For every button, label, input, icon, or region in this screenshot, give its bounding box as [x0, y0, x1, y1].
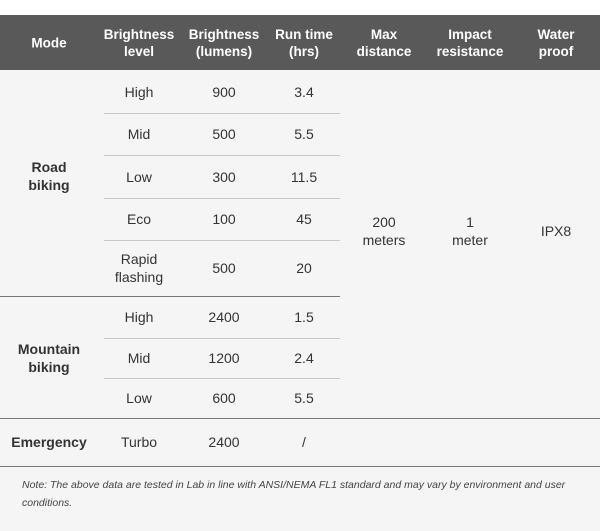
max-distance: 200 meters: [340, 213, 428, 249]
mode-label: Emergency: [0, 433, 98, 451]
run-time: 5.5: [294, 390, 314, 406]
run-time: 11.5: [290, 168, 318, 185]
text-line: flashing: [114, 269, 164, 285]
text-line: Rapid: [120, 251, 158, 267]
text-line: Brightness: [103, 27, 175, 42]
text-line: IPX8: [540, 223, 572, 239]
impact-resistance: 1 meter: [428, 213, 512, 249]
brightness-level: Rapid flashing: [98, 250, 180, 286]
run-time: 20: [296, 260, 312, 276]
table-background: [0, 70, 600, 531]
text-line: Turbo: [120, 434, 158, 450]
text-line: 200: [372, 214, 396, 230]
text-line: meter: [452, 232, 488, 248]
lumens: 100: [212, 211, 236, 227]
row-divider: [0, 296, 340, 297]
header-cell: Mode: [0, 35, 98, 52]
lumens: 600: [212, 390, 236, 406]
text-line: Mountain: [17, 341, 81, 357]
text-line: Road: [31, 159, 67, 175]
row-divider: [104, 378, 340, 379]
text-line: Water: [537, 27, 575, 42]
text-line: resistance: [436, 44, 504, 59]
text-line: biking: [28, 177, 70, 193]
text-line: biking: [28, 359, 70, 375]
mode-label: Mountain biking: [0, 340, 98, 376]
divider: [0, 418, 600, 419]
text-line: Max: [370, 27, 398, 42]
text-line: (hrs): [289, 44, 319, 59]
text-line: High: [124, 83, 154, 100]
header-cell: Run time (hrs): [268, 26, 340, 60]
text-line: proof: [538, 44, 574, 59]
text-line: Brightness: [188, 27, 260, 42]
text-line: Mid: [127, 126, 151, 142]
text-line: Impact: [448, 27, 492, 42]
run-time: 45: [296, 211, 312, 227]
text-line: meters: [362, 232, 406, 248]
header-bar: [0, 15, 600, 70]
waterproof: IPX8: [512, 222, 600, 240]
text-line: Mid: [127, 350, 151, 366]
row-divider: [104, 240, 340, 241]
row-divider: [104, 113, 340, 114]
brightness-level: Low: [98, 168, 180, 186]
brightness-level: Turbo: [98, 433, 180, 451]
brightness-level: High: [98, 83, 180, 101]
brightness-level: Mid: [98, 349, 180, 367]
brightness-level: High: [98, 308, 180, 326]
header-cell: Max distance: [340, 26, 428, 60]
note: Note: The above data are tested in Lab i…: [22, 479, 566, 509]
run-time: 5.5: [294, 126, 314, 142]
header-cell: Water proof: [512, 26, 600, 60]
lumens: 900: [212, 83, 236, 100]
text-line: distance: [356, 44, 412, 59]
text-line: High: [124, 309, 154, 325]
text-line: 1: [466, 214, 474, 230]
text-line: Run time: [275, 27, 333, 42]
lumens: 2400: [208, 434, 240, 450]
text-line: (lumens): [195, 44, 253, 59]
row-divider: [104, 198, 340, 199]
text-line: level: [123, 44, 155, 59]
lumens: 500: [212, 260, 236, 276]
run-time: 3.4: [294, 83, 314, 100]
header-cell: Brightness level: [98, 26, 180, 60]
lumens: 1200: [208, 350, 240, 366]
lumens: 300: [212, 168, 236, 185]
brightness-level: Low: [98, 389, 180, 407]
lumens: 2400: [208, 309, 240, 325]
run-time: 1.5: [294, 309, 314, 325]
brightness-level: Eco: [98, 210, 180, 228]
text-line: Mode: [31, 35, 67, 51]
text-line: Low: [126, 390, 152, 406]
run-time: 2.4: [294, 350, 314, 366]
row-divider: [104, 338, 340, 339]
text-line: Eco: [126, 211, 152, 227]
brightness-level: Mid: [98, 125, 180, 143]
run-time: /: [302, 434, 306, 450]
divider: [0, 466, 600, 467]
lumens: 500: [212, 126, 236, 142]
text-line: Emergency: [11, 434, 87, 450]
header-cell: Brightness (lumens): [180, 26, 268, 60]
mode-label: Road biking: [0, 158, 98, 194]
header-cell: Impact resistance: [428, 26, 512, 60]
row-divider: [104, 155, 340, 156]
text-line: Low: [126, 168, 152, 185]
